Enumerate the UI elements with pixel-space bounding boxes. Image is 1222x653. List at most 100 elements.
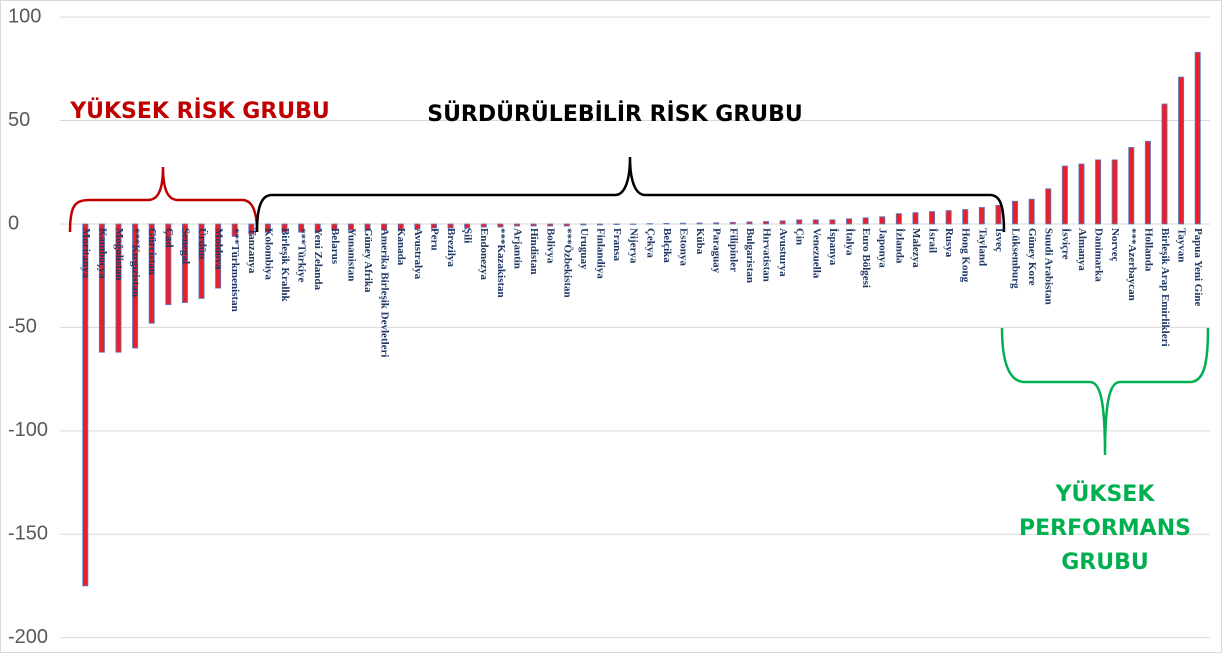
bar [945, 210, 952, 225]
x-tick-label: Hong Kong [960, 228, 972, 283]
bar [98, 223, 105, 353]
bar [962, 209, 969, 225]
bar [364, 223, 371, 231]
bar [746, 221, 753, 225]
x-tick-label: Yunanistan [345, 228, 357, 281]
bars [82, 51, 1201, 587]
bar [796, 219, 803, 225]
bar [846, 218, 853, 225]
bar [530, 223, 537, 227]
x-tick-label: Kolombiya [262, 228, 274, 280]
bar [397, 223, 404, 230]
x-tick-label: Çad [163, 228, 175, 248]
bar [82, 223, 89, 587]
bar [1028, 198, 1035, 225]
x-tick-label: ***Kazakistan [495, 228, 507, 298]
x-tick-label: Suudi Arabistan [1043, 228, 1055, 305]
x-tick-label: Rusya [943, 228, 955, 258]
x-tick-label: Birleşik Krallık [279, 228, 291, 303]
bar [1061, 165, 1068, 225]
annotation: GRUBU [1061, 550, 1149, 575]
bar [895, 213, 902, 225]
bar [763, 221, 770, 225]
bar [1045, 188, 1052, 225]
x-tick-label: Belçika [661, 228, 673, 263]
bar [148, 223, 155, 324]
bar [480, 223, 487, 228]
x-tick-label: Tayvan [1176, 228, 1188, 262]
bar [381, 223, 388, 231]
bar [779, 220, 786, 225]
annotation: YÜKSEK [1055, 481, 1156, 507]
x-tick-label: ***Özbekistan [561, 228, 574, 298]
bar [1161, 103, 1168, 225]
x-tick-label: Tanzanya [246, 228, 258, 274]
bar [314, 223, 321, 232]
x-tick-label: ***Türkmenistan [229, 228, 241, 312]
bar [298, 223, 305, 233]
bar [281, 223, 288, 233]
bar [115, 223, 122, 353]
x-tick-label: Avusturya [777, 228, 789, 277]
bar [580, 223, 587, 226]
annotation: YÜKSEK RİSK GRUBU [69, 98, 330, 124]
x-tick-label: Estonya [677, 228, 689, 266]
bar [978, 207, 985, 225]
bar [547, 223, 554, 227]
bar [248, 223, 255, 235]
x-tick-label: İtalya [844, 228, 856, 256]
x-tick-label: Japonya [877, 228, 889, 268]
bar [198, 223, 205, 299]
bar [231, 223, 238, 237]
x-tick-label: Fransa [611, 228, 623, 262]
bar [1095, 159, 1102, 225]
bar [1144, 140, 1151, 225]
x-tick-label: Finlandiya [594, 228, 606, 279]
brace-high-risk [68, 166, 259, 233]
x-tick-label: Güney Kore [1026, 228, 1038, 286]
x-tick-label: Gürcistan [146, 228, 158, 275]
x-tick-label: Paraguay [711, 228, 723, 274]
bar [879, 216, 886, 225]
x-tick-label: Filipinler [727, 228, 739, 272]
bar [663, 222, 670, 225]
bar [613, 223, 620, 225]
x-tick-label: Avustralya [412, 228, 424, 280]
bar [1012, 200, 1019, 225]
bar [1128, 147, 1135, 225]
bar [181, 223, 188, 303]
bar [1111, 159, 1118, 225]
bar [447, 223, 454, 229]
bar [497, 223, 504, 228]
bar [596, 223, 603, 226]
x-tick-label: Birleşik Arap Emirlikleri [1159, 228, 1171, 347]
x-tick-label: Euro Bölgesi [860, 228, 872, 288]
x-tick-label: Brezilya [445, 228, 457, 267]
x-tick-label: Ürdün [196, 228, 209, 259]
x-tick-label: ***Türkiye [296, 228, 308, 283]
x-tick-label: ***Azerbaycan [1126, 228, 1138, 301]
bar [1078, 163, 1085, 225]
x-tick-label: Peru [428, 228, 440, 251]
y-tick-label: -50 [8, 316, 37, 338]
y-tick-label: -150 [8, 523, 48, 545]
x-tick-label: İsveç [993, 228, 1005, 252]
bar [1194, 51, 1201, 225]
x-tick-label: Şili [462, 228, 474, 243]
x-tick-label: İsviçre [1059, 228, 1071, 260]
x-tick-label: İspanya [827, 228, 839, 266]
bar [430, 223, 437, 229]
x-tick-label: ***Kırgızistan [130, 228, 142, 297]
bar [646, 223, 653, 225]
bar [165, 223, 172, 306]
x-tick-label: Venezuella [810, 228, 822, 279]
x-tick-label: Papua Yeni Gine [1192, 228, 1204, 307]
bar [215, 223, 222, 289]
x-tick-label: Kanada [395, 228, 407, 266]
x-tick-label: Arjantin [511, 228, 523, 269]
bar [1178, 76, 1185, 225]
x-tick-label: Hindistan [528, 228, 540, 274]
x-tick-label: Norveç [1109, 228, 1121, 262]
